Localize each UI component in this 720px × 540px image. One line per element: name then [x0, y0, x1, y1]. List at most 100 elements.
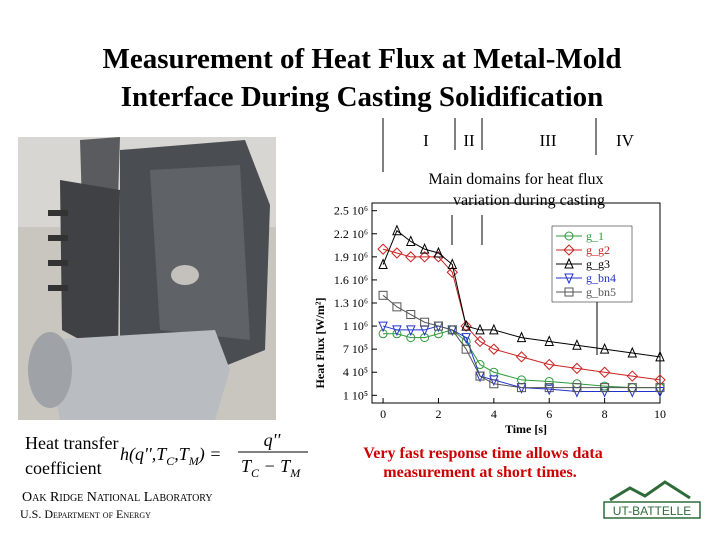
x-tick-label: 2 — [435, 407, 441, 421]
marker — [475, 323, 485, 335]
note: Very fast response time allows data — [363, 445, 603, 462]
marker — [405, 235, 416, 246]
marker — [378, 258, 388, 270]
x-tick-label: 10 — [654, 407, 666, 421]
x-tick-label: 6 — [546, 407, 552, 421]
marker — [446, 266, 459, 278]
formula-sub: C — [166, 454, 175, 468]
title-line: Measurement of Heat Flux at Metal-Mold — [103, 43, 622, 75]
marker — [406, 333, 416, 343]
marker — [515, 351, 528, 363]
y-tick-label: 7 10⁵ — [343, 342, 368, 356]
photo — [18, 137, 276, 420]
note: measurement at short times. — [383, 464, 576, 481]
marker — [544, 335, 555, 346]
marker — [405, 251, 417, 263]
y-tick-label: 1.3 10⁶ — [334, 296, 368, 310]
formula-sub: M — [188, 454, 200, 468]
y-tick-label: 2.5 10⁶ — [334, 204, 368, 218]
footer-dept: U.S. Department of Energy — [20, 507, 151, 521]
marker — [543, 358, 555, 371]
logo: UT-BATTELLE — [603, 480, 701, 519]
marker — [627, 383, 637, 393]
marker — [572, 339, 582, 350]
marker — [475, 371, 485, 381]
marker — [420, 333, 430, 343]
series-line — [382, 294, 660, 389]
marker — [544, 383, 554, 393]
formula-label: Heat transfer — [25, 433, 118, 453]
marker — [418, 251, 431, 263]
marker — [392, 302, 402, 312]
marker — [564, 287, 574, 297]
domain-markers — [382, 118, 598, 355]
x-tick-label: 4 — [491, 407, 497, 421]
domain-label: III — [540, 131, 557, 150]
y-tick-label: 1.6 10⁶ — [334, 273, 368, 287]
x-tick-label: 0 — [380, 407, 386, 421]
formula-sub: C — [251, 466, 260, 480]
marker — [406, 310, 416, 320]
marker — [461, 333, 471, 344]
marker — [405, 325, 416, 337]
domain-label: IV — [616, 131, 635, 150]
legend-label: g_1 — [586, 229, 604, 243]
formula-part: h(q'',T — [120, 444, 168, 465]
domain-caption: variation during casting — [453, 192, 605, 209]
formula-part: ) = — [198, 444, 222, 465]
legend-label: g_bn4 — [586, 271, 616, 285]
formula-sub: M — [289, 466, 301, 480]
marker — [655, 383, 665, 393]
marker — [600, 383, 610, 393]
domain-label: I — [423, 131, 429, 150]
marker — [564, 273, 574, 285]
marker — [433, 246, 444, 258]
footer-lab: Oak Ridge National Laboratory — [22, 490, 213, 505]
marker — [420, 317, 430, 327]
marker — [572, 383, 582, 393]
marker — [447, 258, 458, 270]
y-tick-label: 1.9 10⁶ — [334, 250, 368, 264]
marker — [392, 224, 402, 236]
marker — [391, 247, 403, 259]
x-axis-label: Time [s] — [505, 422, 547, 436]
legend-label: g_g3 — [586, 257, 610, 271]
marker — [461, 344, 471, 354]
marker — [461, 319, 471, 331]
formula-numerator: q'' — [264, 430, 282, 450]
y-tick-label: 2.2 10⁶ — [334, 227, 368, 241]
domain-caption: Main domains for heat flux — [428, 171, 603, 188]
marker — [564, 257, 574, 269]
marker — [392, 325, 402, 337]
marker — [474, 335, 486, 348]
y-tick-label: 1 10⁵ — [343, 388, 368, 402]
marker — [378, 329, 388, 339]
marker — [598, 366, 611, 378]
marker — [564, 231, 574, 241]
marker — [433, 321, 443, 331]
marker — [655, 350, 665, 362]
series-line — [383, 329, 660, 389]
logo-text: UT-BATTELLE — [613, 504, 691, 518]
formula-part: − T — [259, 456, 292, 476]
marker — [599, 342, 610, 354]
marker — [378, 290, 388, 300]
formula-lhs: h(q'',TC,TM) = — [120, 444, 221, 468]
marker — [626, 370, 639, 382]
marker — [447, 325, 457, 335]
formula-label: coefficient — [25, 458, 102, 478]
series-line — [382, 229, 661, 358]
y-tick-label: 1 10⁶ — [343, 319, 368, 333]
domain-label: II — [463, 131, 475, 150]
legend-label: g_g2 — [586, 243, 610, 257]
marker — [563, 244, 575, 256]
marker — [544, 384, 555, 396]
marker — [627, 346, 638, 358]
marker — [571, 362, 583, 375]
formula-part: ,T — [174, 444, 191, 464]
legend-label: g_bn5 — [586, 285, 616, 299]
x-tick-label: 8 — [602, 407, 608, 421]
marker — [419, 242, 430, 254]
marker — [489, 375, 499, 387]
